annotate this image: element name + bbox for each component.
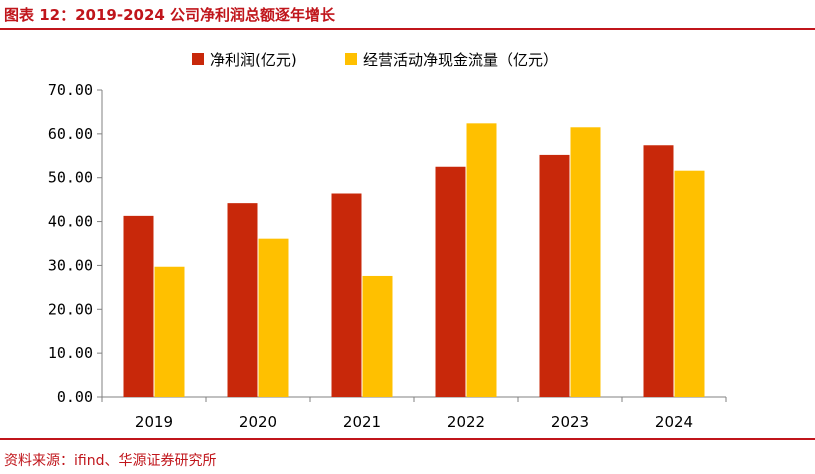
bars [123, 123, 705, 398]
y-tick-label: 60.00 [48, 125, 93, 143]
x-tick-label: 2024 [655, 413, 693, 431]
bar-cash-flow-2022 [466, 123, 497, 398]
bar-cash-flow-2020 [258, 238, 289, 397]
bar-net-profit-2021 [331, 193, 362, 397]
bar-net-profit-2023 [539, 154, 570, 397]
bar-net-profit-2024 [643, 145, 674, 397]
x-tick-label: 2020 [239, 413, 277, 431]
source-note: 资料来源：ifind、华源证券研究所 [4, 453, 217, 469]
source-rule [0, 438, 815, 440]
x-tick-label: 2021 [343, 413, 381, 431]
x-axis: 2019 2020 2021 2022 2023 2024 [101, 396, 727, 431]
bar-cash-flow-2021 [362, 275, 393, 397]
y-tick-label: 0.00 [57, 388, 93, 406]
x-tick-label: 2022 [447, 413, 485, 431]
legend-label-cash-flow: 经营活动净现金流量（亿元） [363, 51, 558, 69]
x-tick-label: 2023 [551, 413, 589, 431]
y-tick-label: 10.00 [48, 344, 93, 362]
legend-swatch-cash-flow [345, 53, 357, 65]
bar-net-profit-2022 [435, 166, 466, 397]
y-axis: 0.00 10.00 20.00 30.00 40.00 50.00 60.00 70.00 [48, 81, 103, 406]
y-tick-label: 70.00 [48, 81, 93, 99]
bar-net-profit-2019 [123, 215, 154, 397]
y-tick-label: 30.00 [48, 256, 93, 274]
bar-cash-flow-2023 [570, 127, 601, 398]
legend-label-net-profit: 净利润(亿元) [210, 51, 297, 69]
y-tick-label: 20.00 [48, 300, 93, 318]
bar-cash-flow-2019 [154, 266, 185, 397]
legend-swatch-net-profit [192, 53, 204, 65]
x-tick-label: 2019 [135, 413, 173, 431]
bar-cash-flow-2024 [674, 170, 705, 397]
y-tick-label: 40.00 [48, 213, 93, 231]
title-rule [0, 28, 815, 30]
bar-net-profit-2020 [227, 203, 258, 397]
y-tick-label: 50.00 [48, 169, 93, 187]
figure-title: 图表 12：2019-2024 公司净利润总额逐年增长 [4, 6, 336, 24]
legend: 净利润(亿元) 经营活动净现金流量（亿元） [192, 51, 558, 69]
